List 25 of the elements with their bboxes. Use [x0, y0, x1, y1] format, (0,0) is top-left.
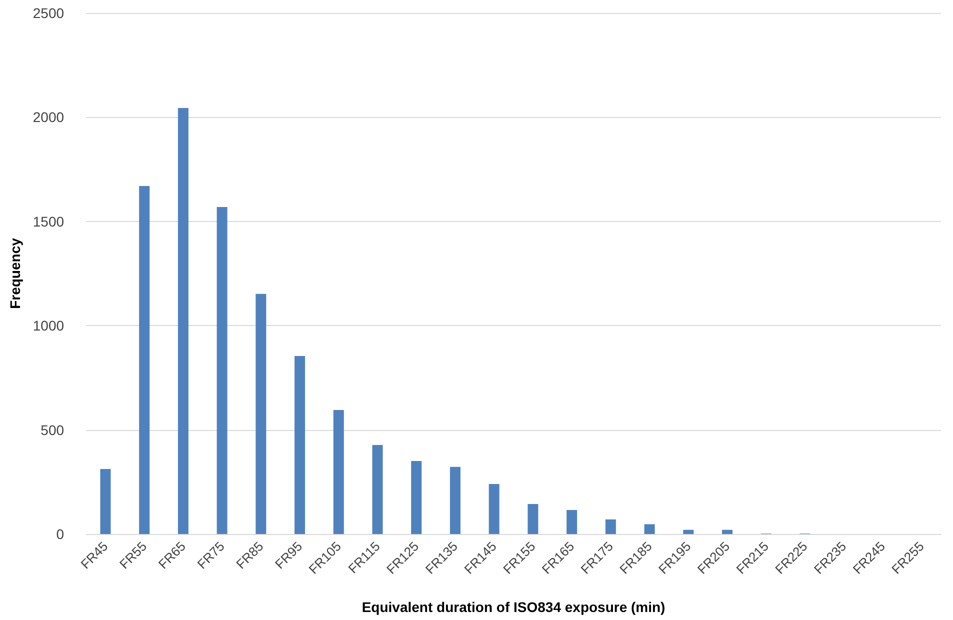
- y-tick-label: 2000: [32, 109, 64, 126]
- bar: [372, 445, 383, 534]
- bar: [528, 504, 538, 534]
- y-tick-label: 0: [56, 526, 64, 542]
- bar: [683, 530, 694, 534]
- y-tick-label: 1500: [32, 213, 64, 230]
- bar: [216, 207, 228, 534]
- bar: [722, 530, 733, 534]
- bar: [178, 108, 188, 534]
- bar: [488, 484, 500, 534]
- bar: [566, 510, 578, 534]
- bar: [256, 294, 266, 534]
- bar: [333, 410, 344, 534]
- y-tick-label: 500: [40, 422, 64, 438]
- bar: [605, 519, 616, 534]
- bar: [100, 468, 111, 534]
- bar: [294, 356, 306, 534]
- y-tick-label: 2500: [32, 5, 64, 21]
- bar: [450, 466, 460, 534]
- bar: [644, 524, 655, 534]
- y-tick-label: 1000: [32, 318, 64, 334]
- y-axis-title: Frequency: [7, 238, 23, 309]
- x-axis-title: Equivalent duration of ISO834 exposure (min): [362, 599, 666, 615]
- bar: [411, 461, 422, 534]
- bar: [139, 186, 150, 534]
